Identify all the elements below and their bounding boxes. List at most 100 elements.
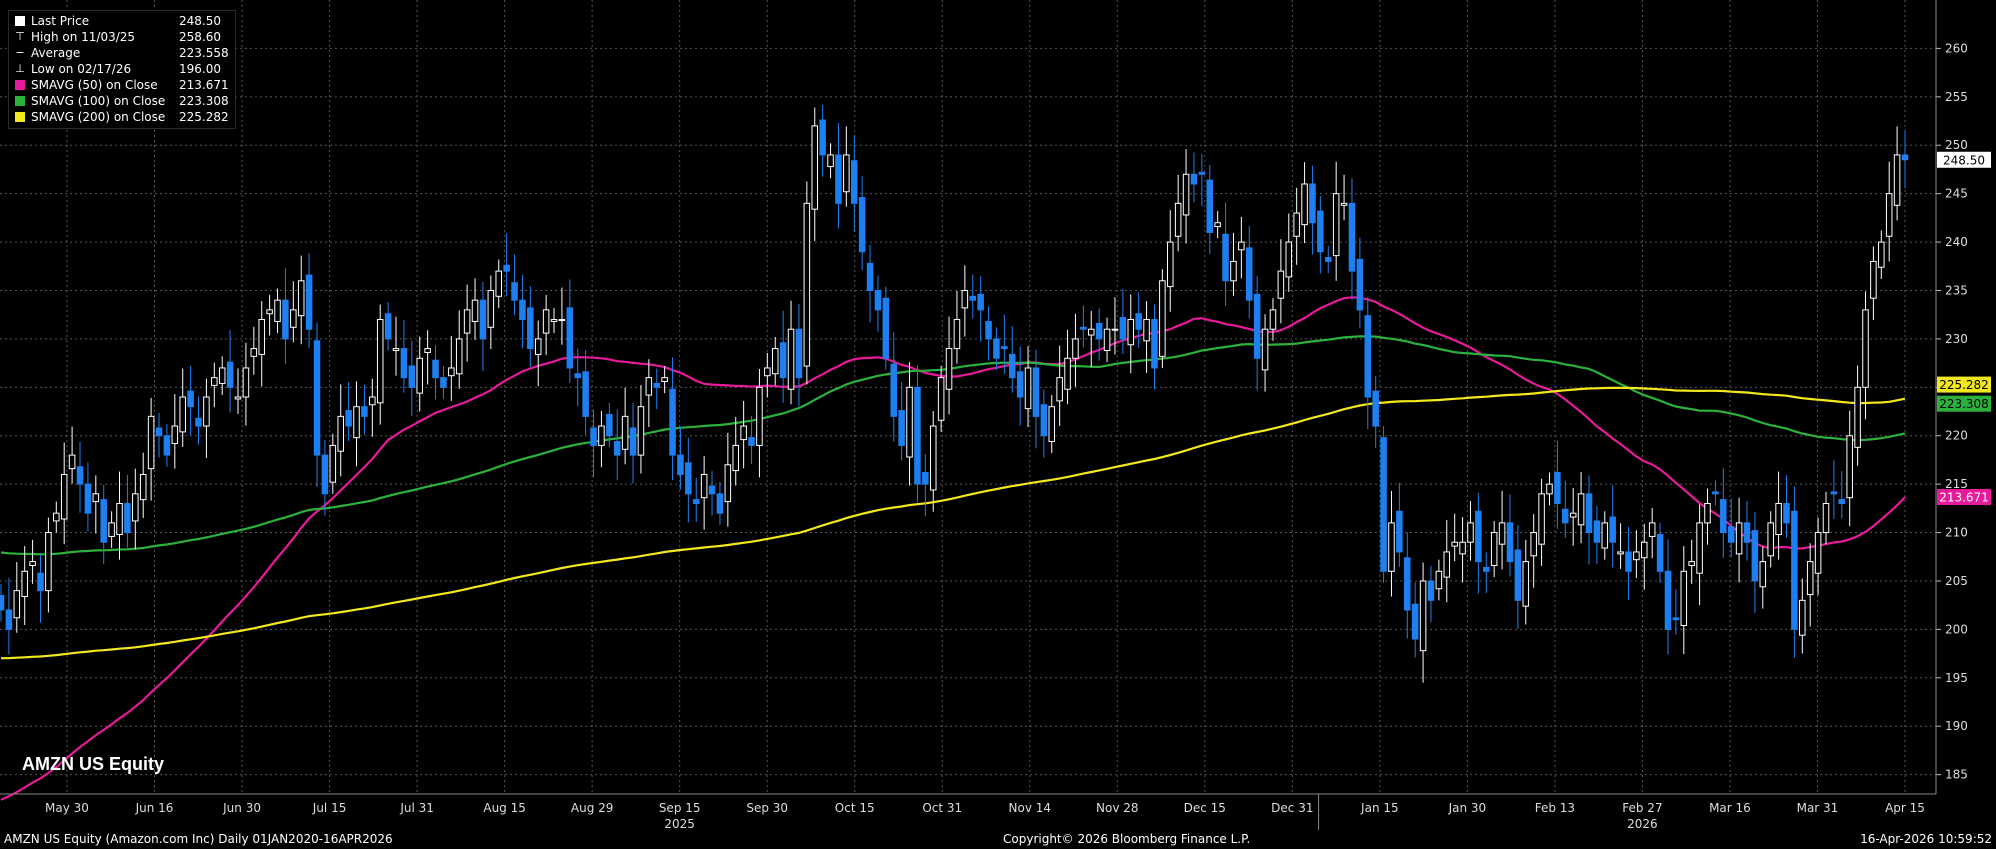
candle-body: [1522, 561, 1530, 607]
candle-body: [100, 499, 107, 543]
value-label-text: 225.282: [1939, 378, 1989, 392]
candle-body: [1040, 404, 1048, 437]
legend-label: SMAVG (200) on Close: [31, 110, 166, 124]
candle-body: [1846, 435, 1853, 499]
y-tick-label: 215: [1945, 477, 1968, 491]
x-tick-label: Jun 16: [135, 801, 174, 815]
candle-body: [874, 289, 882, 311]
candle-body: [613, 441, 621, 456]
candle-body: [1601, 522, 1609, 549]
value-label-box: [1937, 151, 1991, 168]
legend-label: Low on 02/17/26: [31, 62, 132, 76]
candle-body: [1696, 522, 1703, 574]
candle-body: [1641, 541, 1648, 559]
candle-body: [866, 262, 874, 291]
y-tick-label: 195: [1945, 671, 1968, 685]
candle-body: [945, 348, 953, 390]
legend-item: ⊤ High on 11/03/25 258.60: [13, 29, 229, 45]
candle-body: [582, 371, 589, 417]
candle-body: [1206, 179, 1214, 233]
y-tick-label: 190: [1945, 719, 1968, 733]
candle-body: [843, 154, 850, 193]
x-tick-label: Apr 15: [1885, 801, 1925, 815]
candle-body: [724, 464, 732, 503]
candle-body: [740, 425, 747, 441]
candle-body: [424, 348, 431, 353]
candle-body: [21, 570, 28, 597]
candle-body: [1862, 309, 1869, 388]
candle-body: [1277, 270, 1285, 299]
y-tick-label: 185: [1945, 768, 1968, 782]
candle-body: [1743, 522, 1751, 543]
candle-body: [732, 444, 740, 472]
value-label-box: [1937, 489, 1991, 506]
candle-body: [408, 365, 416, 388]
candle-body: [1032, 367, 1040, 417]
candle-body: [250, 348, 258, 357]
candle-body: [1246, 247, 1253, 301]
candle-body: [187, 390, 194, 408]
candle-body: [542, 309, 550, 334]
footer-description: AMZN US Equity (Amazon.com Inc) Daily 01…: [4, 832, 393, 846]
chart-legend: Last Price 248.50 ⊤ High on 11/03/25 258.60−…: [8, 10, 236, 129]
footer-copyright: Copyright© 2026 Bloomberg Finance L.P.: [1003, 832, 1251, 846]
candle-body: [92, 493, 100, 503]
candle-body: [487, 289, 495, 328]
candle-body: [171, 425, 179, 444]
candle-body: [1490, 532, 1498, 566]
candle-body: [1190, 173, 1198, 185]
value-label-box: [1937, 376, 1991, 393]
candle-body: [1048, 406, 1056, 443]
candle-body: [1625, 551, 1632, 572]
value-label-box: [1937, 395, 1991, 412]
candle-body: [1111, 328, 1119, 331]
candle-body: [835, 154, 842, 204]
candle-body: [1293, 212, 1300, 237]
legend-label: Average: [31, 46, 81, 60]
candle-body: [242, 367, 250, 398]
candle-body: [1309, 183, 1316, 224]
candle-body: [329, 444, 337, 483]
candle-body: [1356, 259, 1364, 311]
candle-body: [1680, 570, 1688, 627]
candle-body: [1419, 580, 1427, 652]
candle-body: [155, 427, 163, 437]
y-tick-label: 200: [1945, 622, 1968, 636]
candle-body: [282, 299, 289, 340]
candle-body: [1656, 533, 1664, 572]
candle-body: [787, 328, 795, 390]
candle-body: [661, 377, 668, 383]
candle-body: [361, 406, 368, 417]
candle-body: [1332, 193, 1340, 257]
candle-body: [218, 367, 226, 384]
candle-body: [1388, 522, 1395, 572]
x-tick-label: Aug 15: [483, 801, 526, 815]
x-tick-label: Jul 31: [399, 801, 434, 815]
candle-body: [1159, 280, 1166, 357]
candle-body: [234, 396, 242, 400]
candle-body: [313, 340, 321, 456]
candle-body: [1285, 241, 1293, 278]
chart-axes: 1851901952002052102152202252302352402452…: [0, 0, 1968, 831]
candle-body: [1001, 346, 1008, 350]
average-marker: −: [15, 46, 25, 59]
candle-body: [708, 485, 716, 495]
x-tick-label: Mar 31: [1797, 801, 1839, 815]
candle-body: [961, 289, 969, 309]
candle-body: [1633, 551, 1640, 561]
x-tick-label: Dec 31: [1271, 801, 1313, 815]
x-tick-label: Jul 15: [312, 801, 347, 815]
candle-body: [914, 386, 921, 485]
sma100-line: [0, 335, 1906, 556]
candle-body: [1340, 202, 1348, 206]
legend-value: 258.60: [179, 30, 221, 44]
candle-body: [1648, 522, 1656, 537]
x-tick-label: Oct 31: [922, 801, 962, 815]
candle-body: [479, 299, 487, 340]
candle-body: [1735, 522, 1743, 555]
candle-body: [163, 435, 171, 456]
sma50-line: [0, 296, 1906, 801]
candle-body: [1103, 328, 1111, 352]
candle-body: [132, 493, 139, 522]
